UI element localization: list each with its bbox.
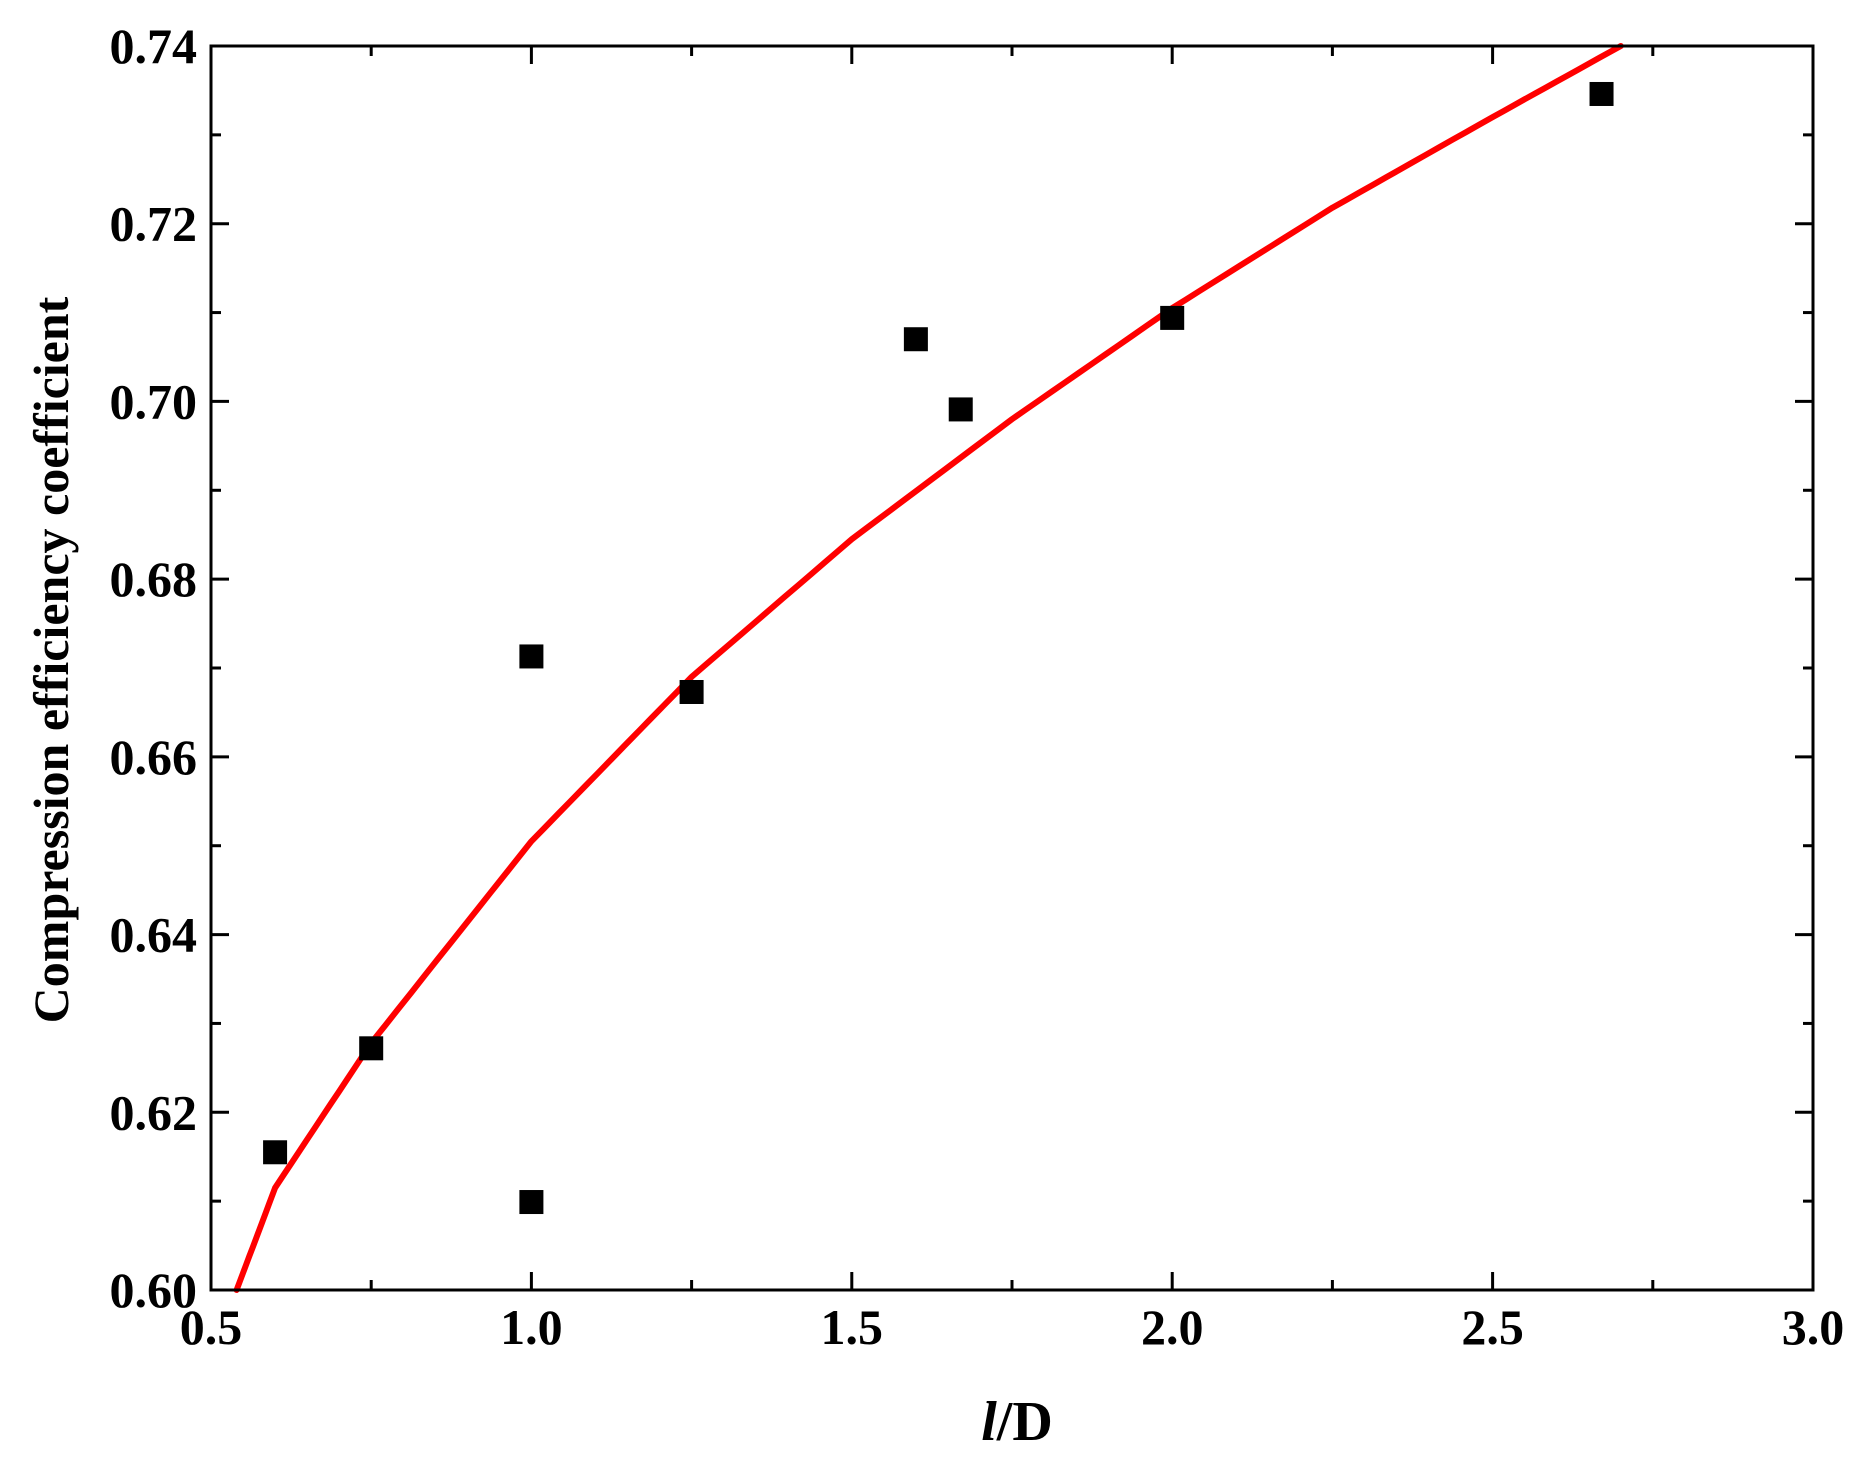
- ticks-layer: [209, 44, 1815, 1292]
- x-tick-label: 1.5: [821, 1299, 884, 1355]
- x-tick-label: 2.0: [1141, 1299, 1204, 1355]
- x-tick-label: 1.0: [500, 1299, 563, 1355]
- x-axis-title-rest: /D: [996, 1391, 1053, 1453]
- y-tick-labels: 0.60 0.62 0.64 0.66 0.68 0.70 0.72 0.74: [110, 18, 198, 1318]
- fit-curve-layer: [233, 43, 1624, 1293]
- data-point: [359, 1036, 384, 1061]
- x-tick-label: 2.5: [1461, 1299, 1524, 1355]
- data-point: [948, 397, 973, 422]
- data-point: [263, 1140, 288, 1165]
- y-tick-label: 0.70: [110, 373, 198, 429]
- data-point: [1160, 305, 1185, 330]
- y-tick-label: 0.62: [110, 1084, 198, 1140]
- y-tick-label: 0.72: [110, 196, 198, 252]
- plot-frame: [209, 44, 1815, 1292]
- y-tick-label: 0.66: [110, 729, 198, 785]
- y-tick-label: 0.64: [110, 907, 198, 963]
- data-points-layer: [263, 81, 1614, 1215]
- x-tick-labels: 0.5 1.0 1.5 2.0 2.5 3.0: [180, 1299, 1845, 1355]
- data-point: [679, 679, 704, 704]
- data-point: [1589, 81, 1614, 106]
- y-tick-label: 0.74: [110, 18, 198, 74]
- fit-curve: [233, 43, 1624, 1293]
- x-axis-title-italic: l: [981, 1391, 997, 1453]
- data-point: [903, 327, 928, 352]
- y-axis-title: Compression efficiency coefficient: [23, 296, 79, 1023]
- x-tick-label: 0.5: [180, 1299, 243, 1355]
- data-point: [519, 644, 544, 669]
- x-axis-title: l/D: [981, 1391, 1053, 1453]
- y-tick-label: 0.60: [110, 1262, 198, 1318]
- data-point: [519, 1190, 544, 1215]
- y-tick-label: 0.68: [110, 551, 198, 607]
- x-tick-label: 3.0: [1782, 1299, 1845, 1355]
